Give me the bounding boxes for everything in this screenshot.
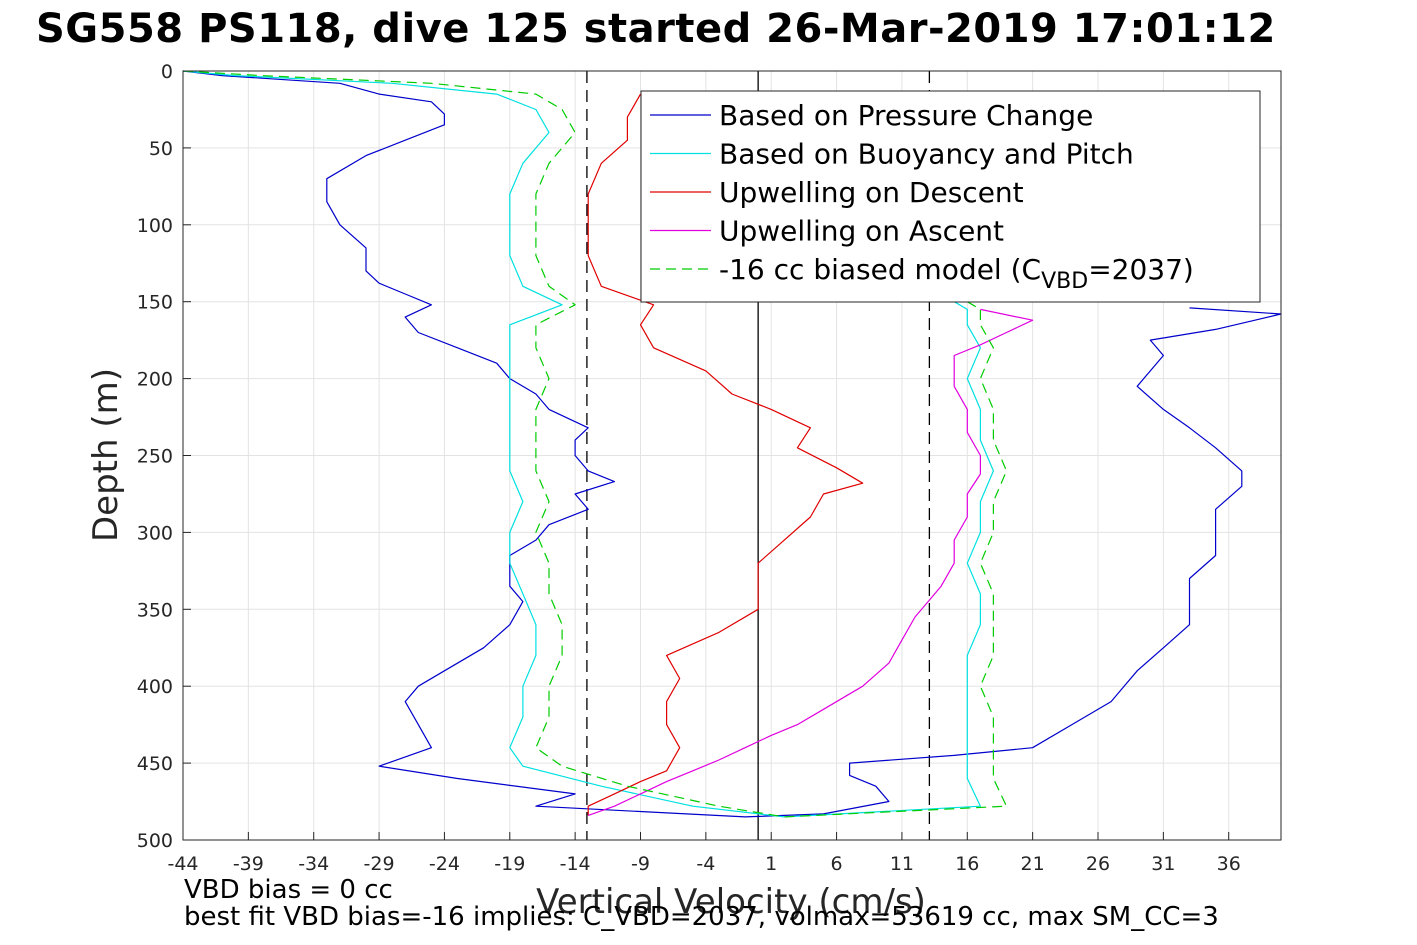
x-tick-label: 1 bbox=[765, 853, 777, 875]
chart-title: SG558 PS118, dive 125 started 26-Mar-201… bbox=[36, 6, 1276, 52]
y-tick-label: 250 bbox=[137, 446, 173, 468]
series-line-5 bbox=[182, 70, 1008, 818]
y-tick-label: 200 bbox=[137, 369, 173, 391]
legend-entry-label: Upwelling on Descent bbox=[719, 176, 1024, 209]
y-tick-label: 0 bbox=[161, 61, 173, 83]
x-tick-label: -19 bbox=[494, 853, 525, 875]
x-tick-label: -14 bbox=[560, 853, 591, 875]
vbd-bias-note: VBD bias = 0 cc bbox=[184, 875, 393, 905]
x-tick-label: 36 bbox=[1217, 853, 1241, 875]
y-tick-label: 100 bbox=[137, 215, 173, 237]
y-tick-label: 450 bbox=[137, 753, 173, 775]
x-tick-label: -44 bbox=[167, 853, 198, 875]
x-tick-label: -24 bbox=[429, 853, 460, 875]
y-tick-label: 300 bbox=[137, 522, 173, 544]
legend-entry-label: Based on Buoyancy and Pitch bbox=[719, 138, 1134, 171]
x-tick-label: -34 bbox=[298, 853, 329, 875]
legend-subscript: VBD bbox=[1041, 269, 1088, 294]
legend-entry-label: Upwelling on Ascent bbox=[719, 215, 1004, 248]
legend-box bbox=[640, 90, 1261, 303]
series-line-2 bbox=[182, 70, 995, 818]
series-line-4 bbox=[588, 308, 1034, 816]
legend-entry-label: Based on Pressure Change bbox=[719, 99, 1093, 132]
x-tick-label: 6 bbox=[831, 853, 843, 875]
series-line-1 bbox=[182, 70, 1282, 818]
x-tick-label: 31 bbox=[1151, 853, 1175, 875]
x-tick-label: 16 bbox=[955, 853, 979, 875]
x-tick-label: 26 bbox=[1086, 853, 1110, 875]
y-tick-label: 150 bbox=[137, 292, 173, 314]
y-tick-label: 50 bbox=[149, 138, 173, 160]
data-series bbox=[182, 70, 1282, 818]
x-axis-ticks: -44 -39 -34 -29 -24 -19 -14 -9 -4 1 6 11 16 21 26 31 36 bbox=[167, 832, 1241, 875]
y-tick-label: 350 bbox=[137, 599, 173, 621]
x-axis-label: Vertical Velocity (cm/s) bbox=[536, 882, 926, 922]
best-fit-note: best fit VBD bias=-16 implies: C_VBD=203… bbox=[184, 902, 1219, 932]
x-tick-label: -39 bbox=[233, 853, 264, 875]
x-tick-label: 21 bbox=[1021, 853, 1045, 875]
legend: Based on Pressure Change Based on Buoyanc… bbox=[640, 90, 1261, 303]
y-tick-label: 400 bbox=[137, 676, 173, 698]
x-tick-label: -4 bbox=[696, 853, 715, 875]
x-tick-label: 11 bbox=[890, 853, 914, 875]
x-tick-label: -9 bbox=[631, 853, 650, 875]
y-axis-ticks: 0 50 100 150 200 250 300 350 400 450 500 bbox=[137, 61, 191, 852]
legend-entry-tail: =2037) bbox=[1088, 253, 1194, 286]
y-axis-label: Depth (m) bbox=[86, 368, 126, 542]
y-tick-label: 500 bbox=[137, 830, 173, 852]
series-line-3 bbox=[587, 93, 864, 816]
x-tick-label: -29 bbox=[364, 853, 395, 875]
